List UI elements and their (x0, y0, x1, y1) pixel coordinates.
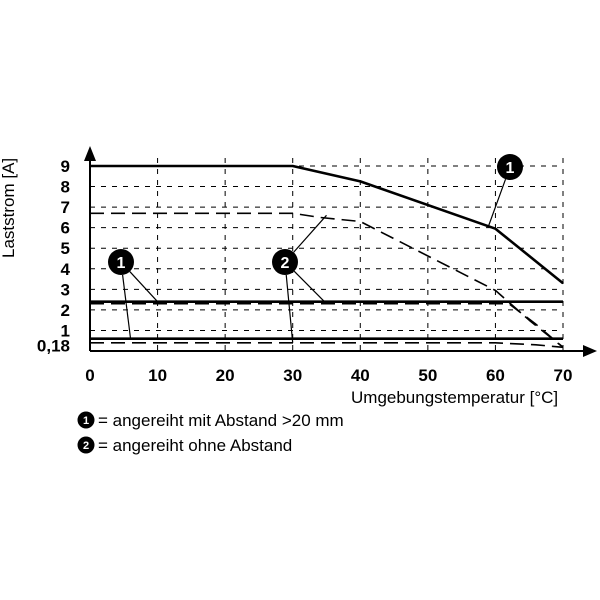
x-tick-label: 70 (554, 366, 573, 385)
y-tick-label: 0,18 (37, 336, 70, 355)
y-tick-label: 2 (61, 301, 70, 320)
legend-text: = angereiht mit Abstand >20 mm (98, 411, 344, 430)
legend-badge (77, 411, 95, 429)
x-tick-label: 10 (148, 366, 167, 385)
y-tick-label: 4 (61, 260, 71, 279)
y-tick-label: 9 (61, 157, 70, 176)
callout-badge: 2 (272, 249, 298, 275)
legend-text: = angereiht ohne Abstand (98, 436, 292, 455)
x-tick-label: 60 (486, 366, 505, 385)
callout-badge-circle (108, 249, 134, 275)
callout-badge: 1 (497, 154, 523, 180)
x-tick-label: 40 (351, 366, 370, 385)
y-axis-arrow (84, 146, 96, 161)
callout-badge-circle (272, 249, 298, 275)
callout-leader (129, 271, 159, 303)
x-tick-label: 0 (85, 366, 94, 385)
x-axis-arrow (583, 345, 597, 357)
callout-leader (285, 274, 294, 343)
callout-leader (488, 179, 507, 226)
x-tick-label: 50 (418, 366, 437, 385)
series-dashed-1 (90, 212, 564, 348)
x-tick-label: 30 (283, 366, 302, 385)
y-tick-label: 6 (61, 219, 70, 238)
legend-badge-number: 2 (83, 440, 89, 452)
legend-item: 1 = angereiht mit Abstand >20 mm (77, 411, 344, 430)
callout-badge-number: 2 (281, 255, 290, 272)
callout-badge: 1 (108, 249, 134, 275)
legend-item: 2 = angereiht ohne Abstand (77, 436, 292, 455)
axes (84, 146, 597, 357)
y-tick-label: 1 (61, 321, 70, 340)
callouts: 1 2 1 (108, 154, 523, 343)
legend-badge (77, 436, 95, 454)
callout-badge-circle (497, 154, 523, 180)
y-tick-label: 7 (61, 198, 70, 217)
grid-lines (90, 158, 564, 351)
y-tick-label: 8 (61, 178, 70, 197)
x-tick-label: 20 (216, 366, 235, 385)
series-lines (90, 164, 564, 349)
callout-badge-number: 1 (506, 160, 515, 177)
callout-badge-number: 1 (117, 255, 126, 272)
callout-leader (293, 270, 327, 305)
series-dashed-3 (90, 302, 564, 348)
callout-leader (122, 274, 132, 339)
legend: 1 = angereiht mit Abstand >20 mm 2 = angere… (77, 411, 344, 455)
y-axis-label: Laststrom [A] (0, 158, 18, 258)
legend-badge-number: 1 (83, 415, 89, 427)
y-tick-label: 3 (61, 280, 70, 299)
series-dashed-5 (90, 341, 564, 349)
callout-leader (293, 214, 327, 253)
x-axis-label: Umgebungstemperatur [°C] (351, 388, 558, 407)
y-tick-label: 5 (61, 239, 70, 258)
series-solid-0 (90, 164, 564, 285)
